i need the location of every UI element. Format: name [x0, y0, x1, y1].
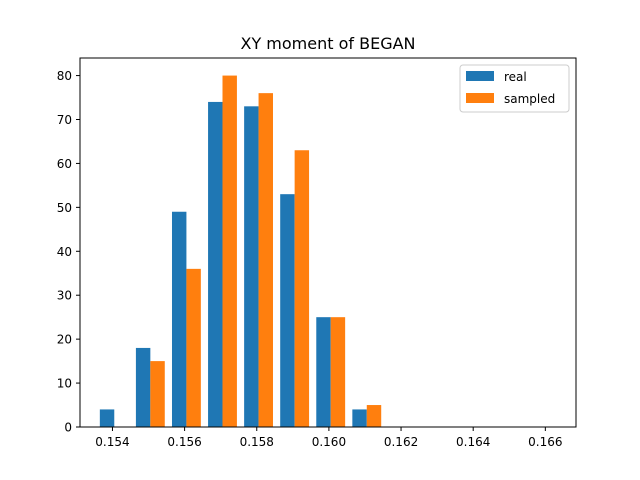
- bar-real-3: [208, 101, 223, 428]
- bar-sampled-7: [366, 405, 382, 427]
- chart-title: XY moment of BEGAN: [240, 34, 415, 53]
- x-tick-label: 0.160: [312, 435, 346, 449]
- x-tick-label: 0.156: [167, 435, 201, 449]
- bar-sampled-5: [294, 150, 310, 427]
- bar-sampled-6: [330, 317, 346, 427]
- y-tick-label: 40: [57, 245, 72, 259]
- bar-real-2: [171, 211, 187, 427]
- bar-real-7: [352, 409, 367, 427]
- bar-real-1: [135, 347, 151, 427]
- bar-real-0: [99, 409, 115, 427]
- x-tick-label: 0.154: [95, 435, 129, 449]
- y-tick-label: 10: [57, 377, 72, 391]
- x-tick-label: 0.162: [384, 435, 418, 449]
- legend-label-real: real: [504, 70, 527, 84]
- legend-swatch-sampled: [466, 93, 494, 103]
- bar-real-4: [244, 106, 259, 427]
- y-tick-label: 70: [57, 113, 72, 127]
- x-tick-label: 0.164: [456, 435, 490, 449]
- bars-group: [99, 75, 382, 428]
- bar-sampled-2: [186, 268, 201, 427]
- bar-sampled-3: [222, 75, 237, 427]
- y-axis: 0 10 20 30 40 50 60 70 80: [57, 69, 80, 435]
- y-tick-label: 20: [57, 333, 72, 347]
- bar-real-5: [280, 194, 295, 427]
- x-axis: 0.154 0.156 0.158 0.160 0.162 0.164 0.166: [95, 427, 563, 449]
- legend: real sampled: [459, 64, 570, 113]
- bar-sampled-4: [258, 93, 273, 427]
- x-tick-label: 0.166: [528, 435, 562, 449]
- legend-label-sampled: sampled: [504, 92, 555, 106]
- y-tick-label: 50: [57, 201, 72, 215]
- y-tick-label: 30: [57, 289, 72, 303]
- legend-swatch-real: [466, 71, 494, 81]
- y-tick-label: 0: [64, 421, 72, 435]
- y-tick-label: 60: [57, 157, 72, 171]
- bar-real-6: [316, 317, 331, 427]
- bar-sampled-1: [150, 361, 165, 427]
- y-tick-label: 80: [57, 69, 72, 83]
- x-tick-label: 0.158: [240, 435, 274, 449]
- plot-frame: [79, 57, 577, 428]
